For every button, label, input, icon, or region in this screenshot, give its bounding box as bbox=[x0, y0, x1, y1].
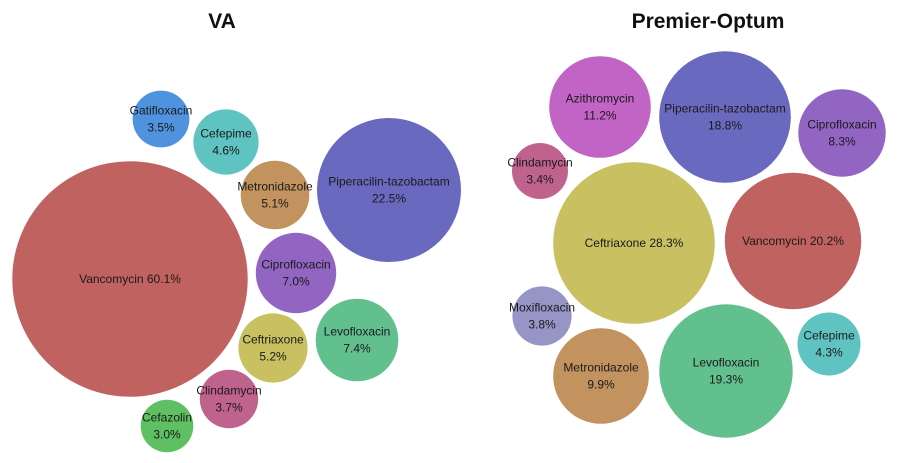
va-metronidazole-label-0: Metronidazole bbox=[237, 180, 313, 194]
po-piperacilin-tazobactam-bubble bbox=[659, 51, 791, 183]
po-ceftriaxone-label-0: Ceftriaxone 28.3% bbox=[585, 236, 684, 250]
po-metronidazole-label-1: 9.9% bbox=[587, 378, 615, 392]
va-panel-title: VA bbox=[208, 10, 236, 33]
po-levofloxacin-label-1: 19.3% bbox=[709, 373, 743, 387]
po-vancomycin-label-0: Vancomycin 20.2% bbox=[742, 234, 844, 248]
va-cefazolin-bubble bbox=[140, 399, 194, 453]
po-cefepime-bubble bbox=[797, 312, 861, 376]
va-gatifloxacin-label-0: Gatifloxacin bbox=[130, 104, 193, 118]
po-piperacilin-tazobactam-label-1: 18.8% bbox=[708, 119, 742, 133]
po-vancomycin-bubble bbox=[724, 172, 862, 310]
va-cefepime-label-0: Cefepime bbox=[200, 127, 252, 141]
po-ciprofloxacin-label-0: Ciprofloxacin bbox=[807, 118, 876, 132]
va-levofloxacin-bubble bbox=[315, 298, 399, 382]
va-ceftriaxone-bubble bbox=[238, 313, 308, 383]
va-vancomycin-bubble bbox=[12, 161, 248, 397]
po-azithromycin-bubble bbox=[549, 56, 651, 158]
va-gatifloxacin-bubble bbox=[132, 90, 190, 148]
po-clindamycin-label-0: Clindamycin bbox=[507, 156, 572, 170]
va-levofloxacin-label-1: 7.4% bbox=[343, 342, 371, 356]
po-metronidazole-bubble bbox=[553, 328, 649, 424]
po-clindamycin-label-1: 3.4% bbox=[526, 173, 554, 187]
va-ceftriaxone-label-0: Ceftriaxone bbox=[242, 333, 304, 347]
va-cefazolin-label-1: 3.0% bbox=[153, 428, 181, 442]
po-levofloxacin-label-0: Levofloxacin bbox=[693, 356, 760, 370]
va-ciprofloxacin-bubble bbox=[255, 232, 337, 314]
po-piperacilin-tazobactam-label-0: Piperacilin-tazobactam bbox=[664, 102, 785, 116]
va-piperacilin-tazobactam-bubble bbox=[317, 118, 461, 262]
po-moxifloxacin-label-1: 3.8% bbox=[528, 318, 556, 332]
va-piperacilin-tazobactam-label-1: 22.5% bbox=[372, 192, 406, 206]
po-clindamycin-bubble bbox=[512, 143, 568, 199]
po-moxifloxacin-label-0: Moxifloxacin bbox=[509, 301, 575, 315]
po-cefepime-label-1: 4.3% bbox=[815, 346, 843, 360]
va-gatifloxacin-label-1: 3.5% bbox=[147, 121, 175, 135]
va-levofloxacin-label-0: Levofloxacin bbox=[324, 325, 391, 339]
va-piperacilin-tazobactam-label-0: Piperacilin-tazobactam bbox=[328, 175, 449, 189]
va-clindamycin-label-0: Clindamycin bbox=[196, 384, 261, 398]
va-clindamycin-label-1: 3.7% bbox=[215, 401, 243, 415]
po-moxifloxacin-bubble bbox=[512, 286, 572, 346]
bubble-layer: Vancomycin 60.1% Piperacilin-tazobactam 22… bbox=[12, 51, 886, 453]
po-metronidazole-label-0: Metronidazole bbox=[563, 361, 639, 375]
po-ceftriaxone-bubble bbox=[553, 162, 715, 324]
va-cefepime-label-1: 4.6% bbox=[212, 144, 240, 158]
po-ciprofloxacin-label-1: 8.3% bbox=[828, 135, 856, 149]
va-ceftriaxone-label-1: 5.2% bbox=[259, 350, 287, 364]
po-cefepime-label-0: Cefepime bbox=[803, 329, 855, 343]
po-azithromycin-label-0: Azithromycin bbox=[566, 92, 635, 106]
premier-optum-panel-title: Premier-Optum bbox=[632, 10, 785, 33]
va-clindamycin-bubble bbox=[199, 369, 259, 429]
po-azithromycin-label-1: 11.2% bbox=[583, 109, 616, 123]
po-levofloxacin-bubble bbox=[659, 304, 793, 438]
va-metronidazole-label-1: 5.1% bbox=[261, 197, 289, 211]
va-ciprofloxacin-label-0: Ciprofloxacin bbox=[261, 258, 330, 272]
va-cefazolin-label-0: Cefazolin bbox=[142, 411, 192, 425]
va-cefepime-bubble bbox=[193, 109, 259, 175]
va-metronidazole-bubble bbox=[240, 160, 310, 230]
po-ciprofloxacin-bubble bbox=[798, 89, 886, 177]
va-ciprofloxacin-label-1: 7.0% bbox=[282, 275, 310, 289]
va-vancomycin-label-0: Vancomycin 60.1% bbox=[79, 272, 181, 286]
